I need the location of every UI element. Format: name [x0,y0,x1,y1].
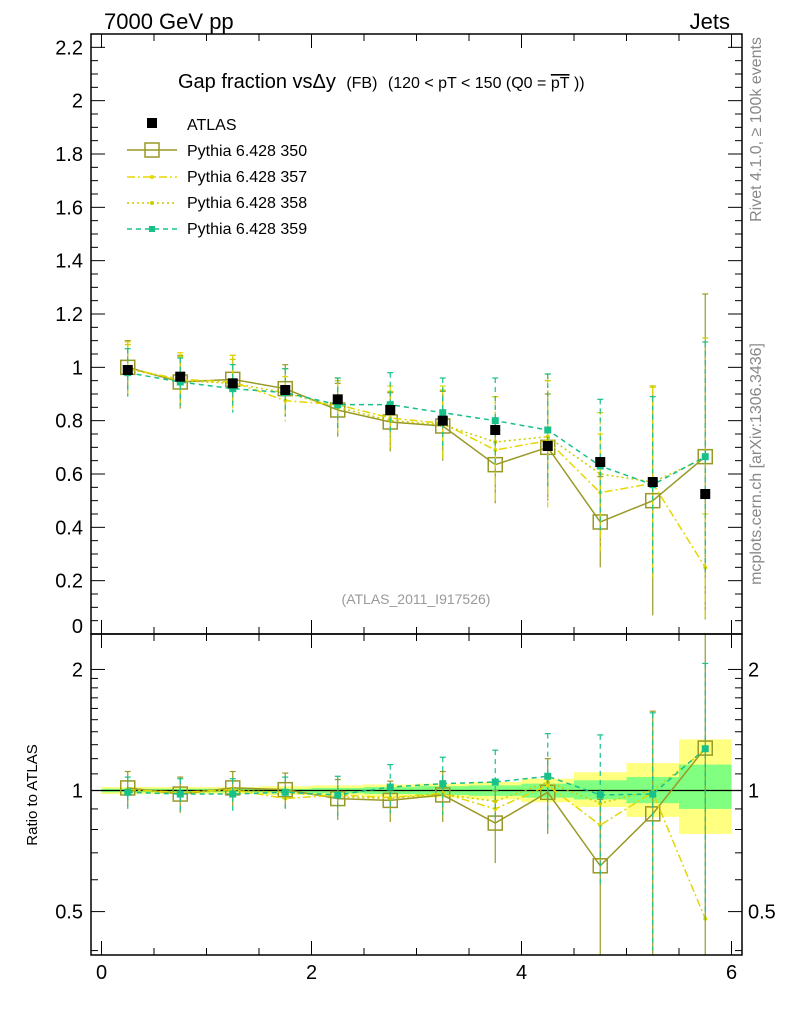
main-ytick-label-5: 1 [72,357,83,379]
ratio-point-py359-9 [596,791,604,799]
ratio-ytick-label-right-1: 1 [748,781,759,803]
main-point-atlas-10 [647,477,658,487]
main-point-atlas-5 [385,405,396,415]
main-point-atlas-6 [437,415,448,426]
main-point-py358-8 [545,434,550,439]
ratio-point-py358-5 [388,796,393,801]
main-ytick-label-10: 2 [72,91,83,113]
ratio-point-py359-2 [229,790,237,798]
main-point-atlas-0 [122,365,133,375]
main-point-atlas-8 [542,441,553,451]
header-jets: Jets [690,9,730,34]
main-ytick-label-1: 0.2 [55,571,83,593]
main-point-py359-5 [386,401,394,409]
title-main: Gap fraction vsΔy [178,71,336,93]
ratio-ytick-label-0: 0.5 [55,902,83,924]
main-point-py359-2 [229,385,237,393]
ratio-xtick-label-0: 0 [96,962,107,984]
ratio-line-py358 [127,749,706,804]
main-point-py359-1 [176,378,184,386]
main-line-py357 [127,367,706,568]
title-pt: pT [551,75,570,92]
analysis-label: (ATLAS_2011_I917526) [342,591,491,607]
ratio-ylabel: Ratio to ATLAS [24,744,41,845]
main-ytick-label-9: 1.8 [55,144,83,166]
ratio-point-py359-4 [334,791,342,799]
ratio-point-py359-10 [649,790,657,798]
ratio-point-py359-7 [491,778,499,786]
plot-title: Gap fraction vsΔy (FB) (120 < pT < 150 (… [178,71,585,93]
ratio-xtick-label-1: 2 [306,962,317,984]
ratio-point-py359-6 [439,780,447,788]
ratio-point-py359-3 [281,788,289,796]
legend-label-atlas: ATLAS [187,117,237,134]
legend-label-py357: Pythia 6.428 357 [187,169,307,186]
legend-label-py350: Pythia 6.428 350 [187,143,307,160]
main-point-atlas-7 [490,425,501,435]
ratio-xtick-label-3: 6 [726,962,737,984]
legend-marker-atlas [147,118,157,128]
main-line-py358 [127,367,706,483]
ratio-point-py359-1 [176,790,184,798]
legend-label-py358: Pythia 6.428 358 [187,195,307,212]
ratio-line-py359 [127,748,706,796]
ratio-point-py359-0 [124,788,132,796]
main-line-py350 [127,366,706,523]
main-ytick-label-3: 0.6 [55,464,83,486]
legend-label-py359: Pythia 6.428 359 [187,221,307,238]
legend: ATLAS Pythia 6.428 350 Pythia 6.428 357 … [127,117,307,238]
mcplots-label: mcplots.cern.ch [arXiv:1306.3436] [748,343,765,585]
legend-marker-py350 [144,142,160,158]
title-end: )) [574,75,585,92]
ratio-xtick-label-2: 4 [516,962,527,984]
main-point-atlas-2 [227,378,238,389]
main-point-py359-11 [701,453,709,461]
ratio-line-py350 [127,747,706,867]
main-point-atlas-9 [595,457,606,467]
ratio-line-py357 [127,784,706,920]
main-point-atlas-11 [700,489,711,499]
header-energy: 7000 GeV pp [104,9,234,34]
legend-marker-py357 [150,175,154,179]
ratio-point-py359-5 [386,783,394,791]
legend-marker-py359 [149,226,155,232]
main-point-py359-4 [334,401,342,409]
main-point-atlas-3 [280,385,291,395]
main-point-py359-6 [439,409,447,417]
main-ytick-label-7: 1.4 [55,251,83,273]
ratio-point-py359-11 [701,745,709,753]
plot-layer: 0 0.2 0.4 0.6 0.8 1 1.2 1.4 1.6 1.8 2 2.2 0 2 4 6 0.5 0.5… [55,33,776,984]
main-point-atlas-4 [332,394,343,405]
main-ytick-label-6: 1.2 [55,304,83,326]
ratio-point-py358-9 [598,801,603,806]
ratio-point-py359-8 [544,772,552,780]
main-ytick-label-0: 0 [72,616,83,638]
title-small: (FB) [346,75,377,92]
ratio-ytick-label-2: 2 [72,659,83,681]
main-ytick-label-2: 0.4 [55,517,83,539]
rivet-label: Rivet 4.1.0, ≥ 100k events [748,37,765,222]
legend-marker-py358 [150,201,154,205]
ratio-ytick-label-1: 1 [72,781,83,803]
ratio-point-py357-8 [545,783,550,788]
ratio-ytick-label-right-2: 2 [748,659,759,681]
main-point-py359-8 [544,426,552,434]
main-ytick-label-11: 2.2 [55,37,83,59]
main-ytick-label-4: 0.8 [55,411,83,433]
main-point-atlas-1 [175,371,186,382]
main-ytick-label-8: 1.6 [55,197,83,219]
title-rest: (120 < pT < 150 (Q0 = [388,75,546,92]
ratio-point-py358-7 [493,799,498,804]
main-line-py359 [127,371,706,486]
main-point-py359-7 [491,417,499,425]
ratio-ytick-label-right-0: 0.5 [748,902,776,924]
